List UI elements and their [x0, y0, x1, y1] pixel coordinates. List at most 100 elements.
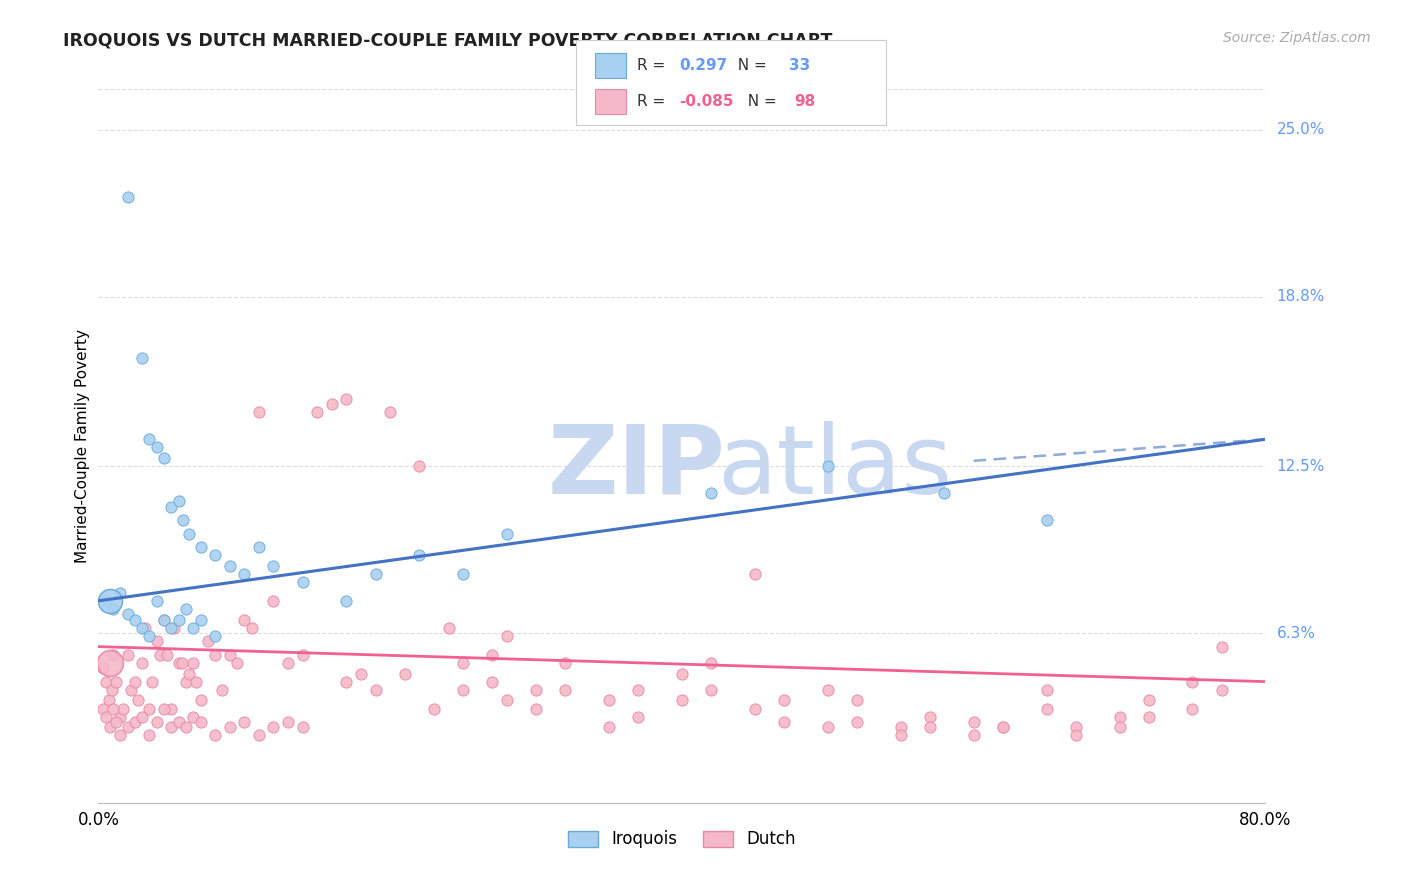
Point	[773, 693, 796, 707]
Point	[1181, 701, 1204, 715]
Point	[110, 586, 132, 600]
Point	[138, 432, 160, 446]
Point	[98, 656, 121, 670]
Point	[131, 656, 153, 670]
Point	[98, 720, 121, 734]
Text: IROQUOIS VS DUTCH MARRIED-COUPLE FAMILY POVERTY CORRELATION CHART: IROQUOIS VS DUTCH MARRIED-COUPLE FAMILY …	[63, 31, 832, 49]
Point	[98, 594, 121, 608]
Point	[163, 621, 186, 635]
Point	[181, 656, 204, 670]
Point	[846, 714, 869, 729]
Point	[394, 666, 416, 681]
Point	[160, 621, 183, 635]
Point	[335, 594, 357, 608]
Text: R =: R =	[637, 94, 671, 109]
Point	[291, 574, 314, 589]
Point	[124, 674, 146, 689]
Point	[1181, 674, 1204, 689]
Point	[364, 682, 387, 697]
Point	[277, 714, 299, 729]
Point	[1108, 709, 1130, 723]
Point	[120, 682, 142, 697]
Point	[153, 701, 176, 715]
Point	[335, 674, 357, 689]
Point	[627, 682, 650, 697]
Point	[408, 548, 430, 562]
Point	[100, 682, 122, 697]
Point	[211, 682, 233, 697]
Point	[170, 656, 193, 670]
Point	[627, 709, 650, 723]
Point	[146, 441, 169, 455]
Point	[247, 405, 270, 419]
Point	[291, 648, 314, 662]
Point	[101, 602, 124, 616]
Point	[496, 693, 519, 707]
Point	[190, 714, 212, 729]
Point	[700, 656, 723, 670]
Point	[160, 720, 183, 734]
Point	[451, 566, 474, 581]
Text: atlas: atlas	[717, 421, 952, 514]
Point	[94, 709, 117, 723]
Point	[117, 648, 139, 662]
Point	[131, 621, 153, 635]
Point	[451, 656, 474, 670]
Point	[598, 693, 620, 707]
Point	[524, 682, 547, 697]
Point	[117, 190, 139, 204]
Point	[149, 648, 172, 662]
Point	[177, 666, 200, 681]
Point	[153, 451, 176, 466]
Point	[153, 613, 176, 627]
Point	[91, 661, 114, 675]
Point	[817, 459, 839, 474]
Point	[226, 656, 249, 670]
Point	[197, 634, 219, 648]
Point	[291, 720, 314, 734]
Point	[138, 629, 160, 643]
Point	[671, 666, 693, 681]
Point	[174, 674, 197, 689]
Point	[408, 459, 430, 474]
Point	[1108, 720, 1130, 734]
Point	[1137, 693, 1160, 707]
Point	[138, 729, 160, 743]
Point	[110, 709, 132, 723]
Point	[890, 729, 912, 743]
Point	[554, 682, 576, 697]
Point	[496, 629, 519, 643]
Text: ZIP: ZIP	[548, 421, 725, 514]
Point	[307, 405, 329, 419]
Point	[233, 714, 256, 729]
Point	[174, 602, 197, 616]
Point	[554, 656, 576, 670]
Text: 6.3%: 6.3%	[1277, 625, 1316, 640]
Point	[1035, 701, 1057, 715]
Point	[190, 613, 212, 627]
Point	[233, 566, 256, 581]
Point	[962, 729, 984, 743]
Point	[131, 709, 153, 723]
Point	[131, 351, 153, 366]
Point	[104, 674, 127, 689]
Point	[160, 701, 183, 715]
Point	[181, 709, 204, 723]
Text: 18.8%: 18.8%	[1277, 289, 1324, 304]
Point	[167, 494, 190, 508]
Point	[204, 729, 226, 743]
Point	[321, 397, 343, 411]
Point	[117, 607, 139, 622]
Point	[890, 720, 912, 734]
Point	[991, 720, 1014, 734]
Point	[437, 621, 460, 635]
Text: Source: ZipAtlas.com: Source: ZipAtlas.com	[1223, 31, 1371, 45]
Point	[141, 674, 163, 689]
Point	[127, 693, 149, 707]
Point	[190, 693, 212, 707]
Point	[451, 682, 474, 697]
Point	[186, 674, 208, 689]
Point	[146, 714, 169, 729]
Point	[700, 486, 723, 500]
Point	[1211, 640, 1233, 654]
